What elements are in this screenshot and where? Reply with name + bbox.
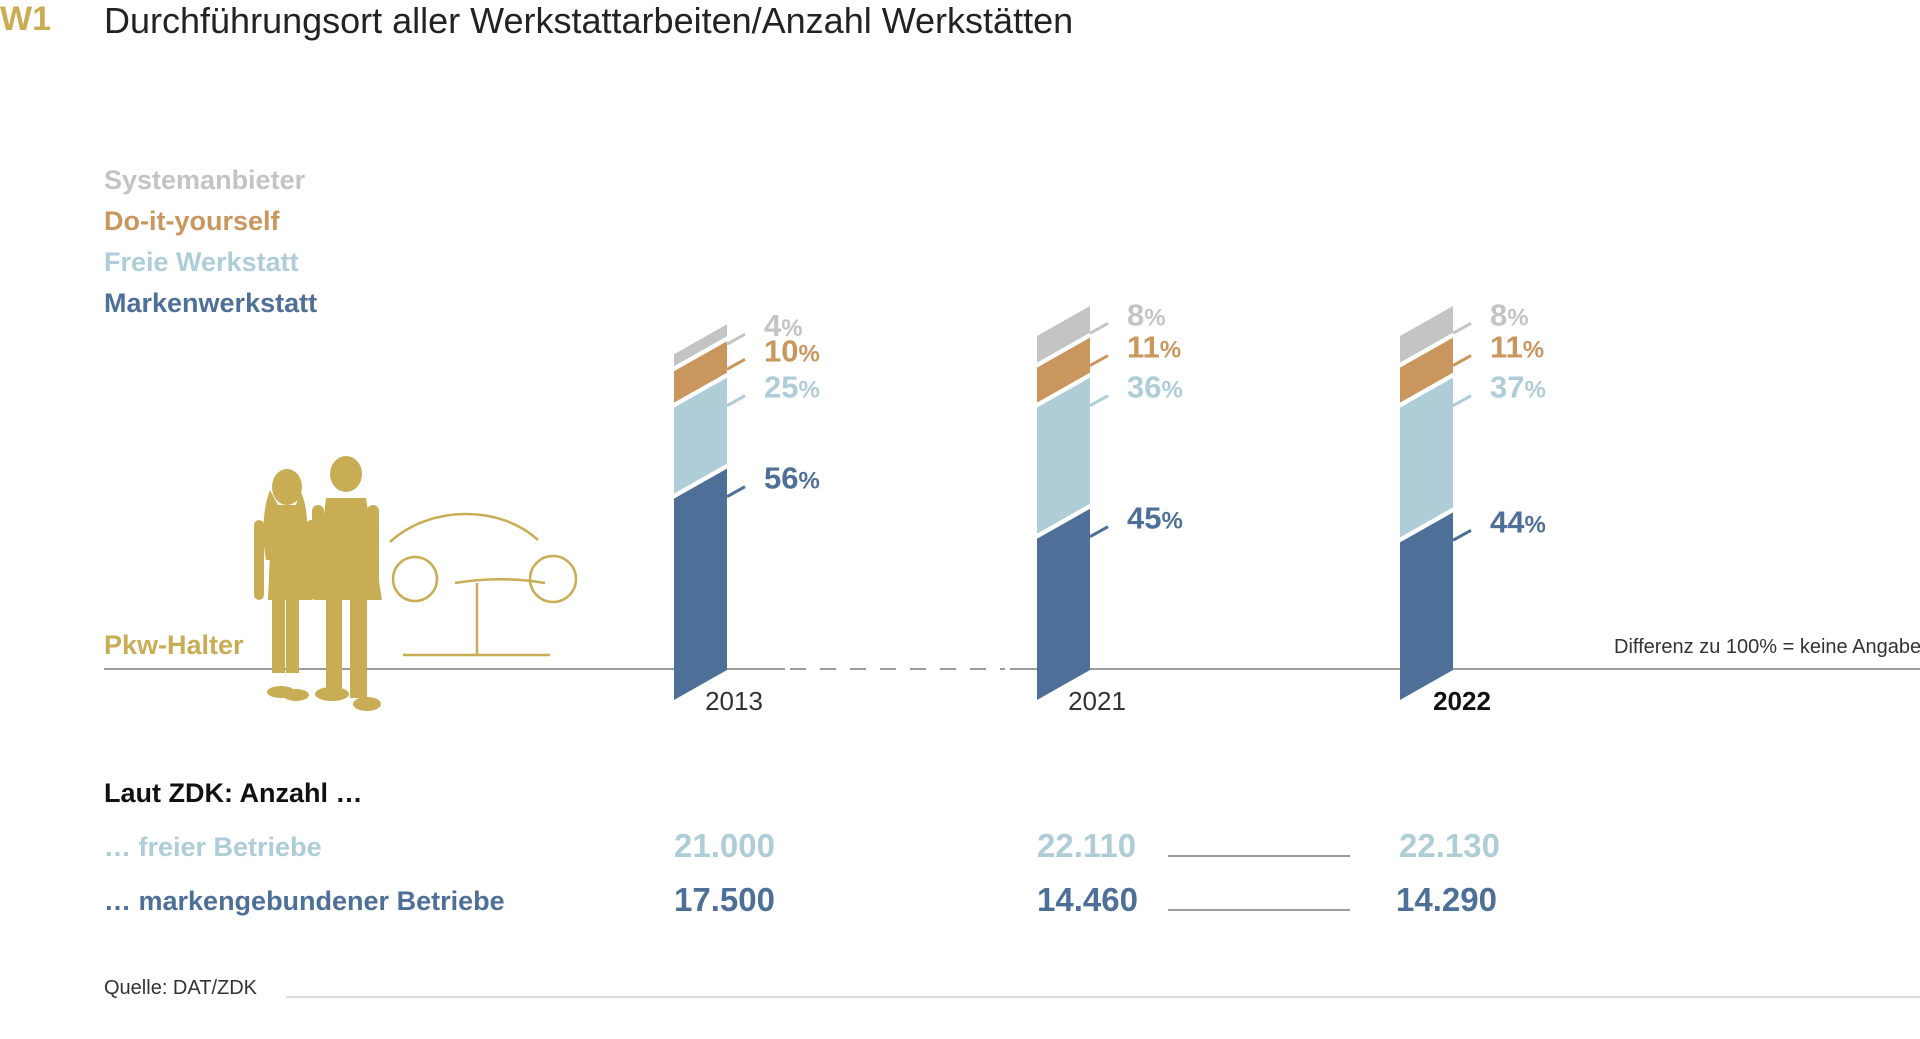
leader-line-freie-werkstatt-2013 [726,394,746,407]
value-label-freie-werkstatt-2021: 36% [1127,370,1183,405]
leader-line-systemanbieter-2013 [726,332,746,346]
bar-segment-markenwerkstatt-2013 [674,468,727,700]
legend-item-systemanbieter: Systemanbieter [104,165,306,195]
value-label-do-it-yourself-2022: 11% [1490,330,1544,365]
count-brand-2013: 17.500 [674,881,775,918]
leader-line-do-it-yourself-2022 [1452,354,1472,367]
value-label-systemanbieter-2021: 8% [1127,297,1166,332]
person-woman-icon [254,469,316,701]
value-label-freie-werkstatt-2022: 37% [1490,370,1546,405]
count-brand-2021: 14.460 [1037,881,1138,918]
leader-line-freie-werkstatt-2021 [1089,394,1109,407]
bars-layer [674,306,1453,700]
source-note: Quelle: DAT/ZDK [104,977,257,999]
bar-segment-freie-werkstatt-2013 [674,377,727,494]
year-label-2013: 2013 [705,686,763,716]
legend-item-freie-werkstatt: Freie Werkstatt [104,247,299,277]
value-label-systemanbieter-2022: 8% [1490,297,1529,332]
value-label-markenwerkstatt-2021: 45% [1127,501,1183,536]
chart-code: W1 [0,0,51,38]
leader-line-markenwerkstatt-2021 [1089,525,1109,539]
bar-segment-markenwerkstatt-2022 [1400,512,1453,700]
value-label-markenwerkstatt-2022: 44% [1490,504,1546,539]
leader-line-markenwerkstatt-2013 [726,485,746,498]
count-free-2022: 22.130 [1399,827,1500,864]
legend-item-do-it-yourself: Do-it-yourself [104,206,280,236]
bar-segment-markenwerkstatt-2021 [1037,508,1090,700]
leader-line-do-it-yourself-2013 [726,357,746,371]
count-row-label-free: … freier Betriebe [104,832,322,862]
car-owners-illustration [254,456,578,711]
car-outline-icon [389,512,578,657]
year-label-2022: 2022 [1433,686,1491,716]
bar-segment-freie-werkstatt-2022 [1400,377,1453,538]
bar-segment-systemanbieter-2013 [674,324,727,367]
year-label-2021: 2021 [1068,686,1126,716]
value-label-markenwerkstatt-2013: 56% [764,461,820,496]
bar-segment-do-it-yourself-2013 [674,341,727,403]
legend-item-markenwerkstatt: Markenwerkstatt [104,288,318,318]
value-label-do-it-yourself-2013: 10% [764,333,820,368]
count-brand-2022: 14.290 [1396,881,1497,918]
person-man-icon [312,456,382,711]
leader-line-systemanbieter-2022 [1452,321,1472,335]
counts-heading: Laut ZDK: Anzahl … [104,778,363,808]
leader-line-markenwerkstatt-2022 [1452,529,1472,542]
bar-segment-systemanbieter-2022 [1400,306,1453,363]
value-label-systemanbieter-2013: 4% [764,308,803,343]
footnote-no-answer: Differenz zu 100% = keine Angaben [1614,636,1920,658]
leader-line-freie-werkstatt-2022 [1452,394,1472,407]
chart-title: Durchführungsort aller Werkstattarbeiten… [104,0,1074,41]
leader-line-systemanbieter-2021 [1089,321,1109,335]
value-label-do-it-yourself-2021: 11% [1127,330,1181,365]
bar-segment-do-it-yourself-2022 [1400,337,1453,403]
count-free-2013: 21.000 [674,827,775,864]
bar-segment-do-it-yourself-2021 [1037,337,1090,403]
count-row-label-brand: … markengebundener Betriebe [104,886,505,916]
bar-segment-freie-werkstatt-2021 [1037,377,1090,534]
leader-line-do-it-yourself-2021 [1089,354,1109,367]
bar-segment-systemanbieter-2021 [1037,306,1090,363]
pkw-halter-label: Pkw-Halter [104,630,244,660]
count-free-2021: 22.110 [1037,827,1137,864]
value-label-freie-werkstatt-2013: 25% [764,370,820,405]
